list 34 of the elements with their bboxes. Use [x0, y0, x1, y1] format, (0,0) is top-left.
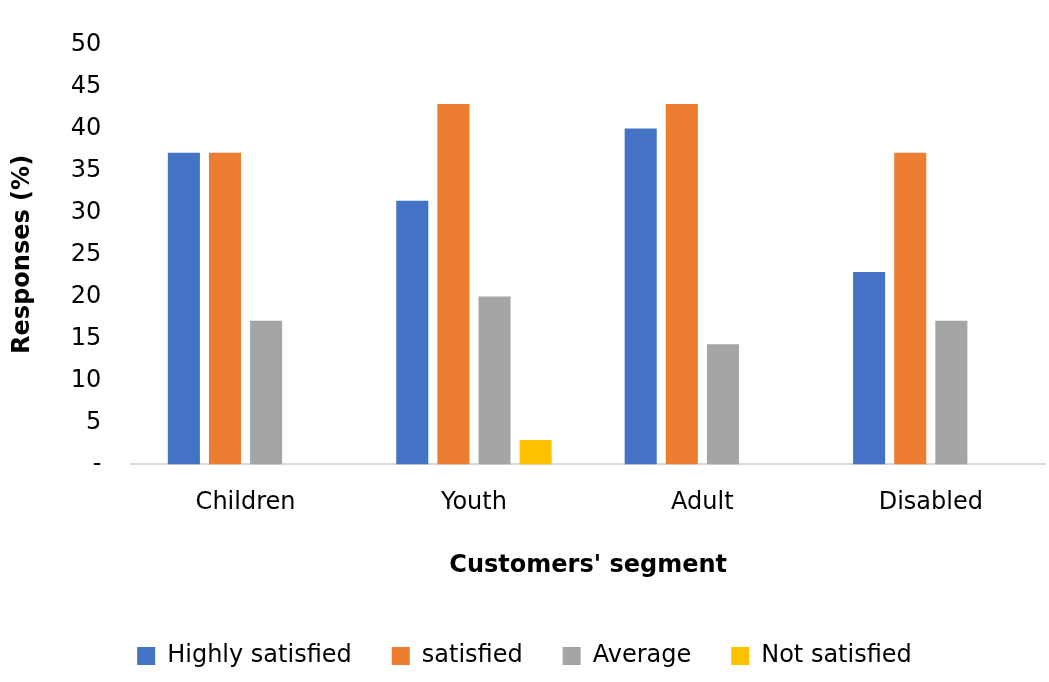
y-tick-label: 15 [70, 322, 102, 351]
y-tick-label: 50 [70, 28, 102, 57]
bar [396, 200, 429, 465]
bar [478, 296, 511, 465]
y-tick-label: 5 [86, 406, 102, 435]
y-tick-label: 20 [70, 280, 102, 309]
legend-label: Average [592, 640, 692, 669]
y-tick-label: 30 [70, 196, 102, 225]
legend-label: Not satisfied [761, 640, 912, 669]
x-axis-title: Customers' segment [449, 549, 727, 578]
bar [437, 104, 470, 465]
x-tick-label: Youth [439, 487, 507, 516]
y-tick-label: 35 [70, 154, 102, 183]
bar [935, 320, 968, 465]
bar [665, 104, 698, 465]
bar [250, 320, 283, 465]
bar [894, 152, 927, 465]
legend-label: Highly satisfied [167, 640, 352, 669]
bar [208, 152, 242, 465]
x-tick-label: Children [195, 487, 296, 516]
x-tick-label: Adult [671, 487, 734, 516]
bar [706, 344, 739, 465]
y-axis-title: Responses (%) [6, 154, 35, 354]
bar [519, 440, 552, 465]
y-tick-label: 40 [70, 112, 102, 141]
bar [167, 152, 200, 465]
y-tick-label: - [92, 448, 102, 477]
bar [853, 272, 886, 465]
y-tick-label: 25 [70, 238, 102, 267]
bar [624, 128, 657, 465]
x-tick-label: Disabled [878, 487, 983, 516]
y-tick-label: 10 [70, 364, 102, 393]
legend-label: satisfied [421, 640, 523, 669]
y-tick-label: 45 [70, 70, 102, 99]
